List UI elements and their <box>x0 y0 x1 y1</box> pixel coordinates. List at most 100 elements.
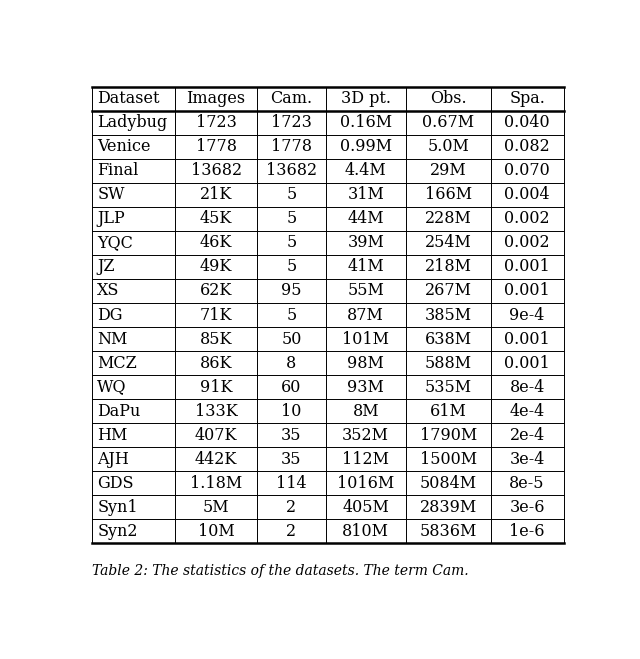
Text: 49K: 49K <box>200 258 232 275</box>
Text: 1016M: 1016M <box>337 474 394 492</box>
Text: 0.070: 0.070 <box>504 162 550 179</box>
Text: 254M: 254M <box>425 235 472 252</box>
Text: JLP: JLP <box>97 210 125 227</box>
Text: Syn2: Syn2 <box>97 523 138 540</box>
Text: SW: SW <box>97 186 125 204</box>
Text: 267M: 267M <box>425 283 472 299</box>
Text: 3e-6: 3e-6 <box>509 499 545 516</box>
Text: 8e-4: 8e-4 <box>509 379 545 395</box>
Text: 5M: 5M <box>203 499 229 516</box>
Text: 85K: 85K <box>200 331 232 347</box>
Text: 218M: 218M <box>425 258 472 275</box>
Text: 228M: 228M <box>425 210 472 227</box>
Text: Syn1: Syn1 <box>97 499 138 516</box>
Text: 35: 35 <box>281 427 301 444</box>
Text: 62K: 62K <box>200 283 232 299</box>
Text: 93M: 93M <box>348 379 384 395</box>
Text: 8e-5: 8e-5 <box>509 474 545 492</box>
Text: XS: XS <box>97 283 120 299</box>
Text: 2839M: 2839M <box>420 499 477 516</box>
Text: 2: 2 <box>287 499 296 516</box>
Text: 29M: 29M <box>430 162 467 179</box>
Text: 5084M: 5084M <box>420 474 477 492</box>
Text: 1500M: 1500M <box>420 451 477 468</box>
Text: 98M: 98M <box>348 355 384 372</box>
Text: 41M: 41M <box>348 258 384 275</box>
Text: GDS: GDS <box>97 474 134 492</box>
Text: 95: 95 <box>281 283 301 299</box>
Text: 0.99M: 0.99M <box>340 138 392 156</box>
Text: 1.18M: 1.18M <box>190 474 242 492</box>
Text: 60: 60 <box>282 379 301 395</box>
Text: 5: 5 <box>286 186 296 204</box>
Text: Final: Final <box>97 162 139 179</box>
Text: 5836M: 5836M <box>419 523 477 540</box>
Text: 10: 10 <box>282 403 301 420</box>
Text: 50: 50 <box>282 331 301 347</box>
Text: 87M: 87M <box>348 306 384 324</box>
Text: 2e-4: 2e-4 <box>509 427 545 444</box>
Text: 810M: 810M <box>342 523 389 540</box>
Text: 4.4M: 4.4M <box>345 162 387 179</box>
Text: 0.001: 0.001 <box>504 331 550 347</box>
Text: DaPu: DaPu <box>97 403 141 420</box>
Text: Ladybug: Ladybug <box>97 114 168 131</box>
Text: 1723: 1723 <box>271 114 312 131</box>
Text: DG: DG <box>97 306 123 324</box>
Text: 5: 5 <box>286 210 296 227</box>
Text: 44M: 44M <box>348 210 384 227</box>
Text: 39M: 39M <box>348 235 384 252</box>
Text: 5.0M: 5.0M <box>428 138 469 156</box>
Text: 61M: 61M <box>429 403 467 420</box>
Text: 46K: 46K <box>200 235 232 252</box>
Text: 588M: 588M <box>424 355 472 372</box>
Text: 1778: 1778 <box>271 138 312 156</box>
Text: 71K: 71K <box>200 306 232 324</box>
Text: 5: 5 <box>286 306 296 324</box>
Text: Venice: Venice <box>97 138 151 156</box>
Text: 1778: 1778 <box>196 138 237 156</box>
Text: 0.001: 0.001 <box>504 283 550 299</box>
Text: 535M: 535M <box>424 379 472 395</box>
Text: 13682: 13682 <box>266 162 317 179</box>
Text: Images: Images <box>186 90 246 107</box>
Text: 407K: 407K <box>195 427 237 444</box>
Text: 166M: 166M <box>424 186 472 204</box>
Text: Table 2: The statistics of the datasets. The term Cam.: Table 2: The statistics of the datasets.… <box>92 564 469 579</box>
Text: 352M: 352M <box>342 427 389 444</box>
Text: 10M: 10M <box>198 523 234 540</box>
Text: 638M: 638M <box>424 331 472 347</box>
Text: 3D pt.: 3D pt. <box>340 90 390 107</box>
Text: 21K: 21K <box>200 186 232 204</box>
Text: 0.082: 0.082 <box>504 138 550 156</box>
Text: Dataset: Dataset <box>97 90 160 107</box>
Text: 31M: 31M <box>348 186 384 204</box>
Text: 45K: 45K <box>200 210 232 227</box>
Text: 0.67M: 0.67M <box>422 114 474 131</box>
Text: AJH: AJH <box>97 451 129 468</box>
Text: Obs.: Obs. <box>430 90 467 107</box>
Text: 133K: 133K <box>195 403 237 420</box>
Text: Spa.: Spa. <box>509 90 545 107</box>
Text: 114: 114 <box>276 474 307 492</box>
Text: 86K: 86K <box>200 355 232 372</box>
Text: 0.001: 0.001 <box>504 355 550 372</box>
Text: Cam.: Cam. <box>271 90 312 107</box>
Text: 0.16M: 0.16M <box>340 114 392 131</box>
Text: 2: 2 <box>287 523 296 540</box>
Text: 385M: 385M <box>424 306 472 324</box>
Text: YQC: YQC <box>97 235 133 252</box>
Text: 8M: 8M <box>353 403 379 420</box>
Text: 8: 8 <box>286 355 296 372</box>
Text: 0.002: 0.002 <box>504 235 550 252</box>
Text: 5: 5 <box>286 258 296 275</box>
Text: 5: 5 <box>286 235 296 252</box>
Text: 112M: 112M <box>342 451 389 468</box>
Text: 35: 35 <box>281 451 301 468</box>
Text: WQ: WQ <box>97 379 127 395</box>
Text: 9e-4: 9e-4 <box>509 306 545 324</box>
Text: 0.040: 0.040 <box>504 114 550 131</box>
Text: 4e-4: 4e-4 <box>509 403 545 420</box>
Text: 1723: 1723 <box>196 114 237 131</box>
Text: JZ: JZ <box>97 258 115 275</box>
